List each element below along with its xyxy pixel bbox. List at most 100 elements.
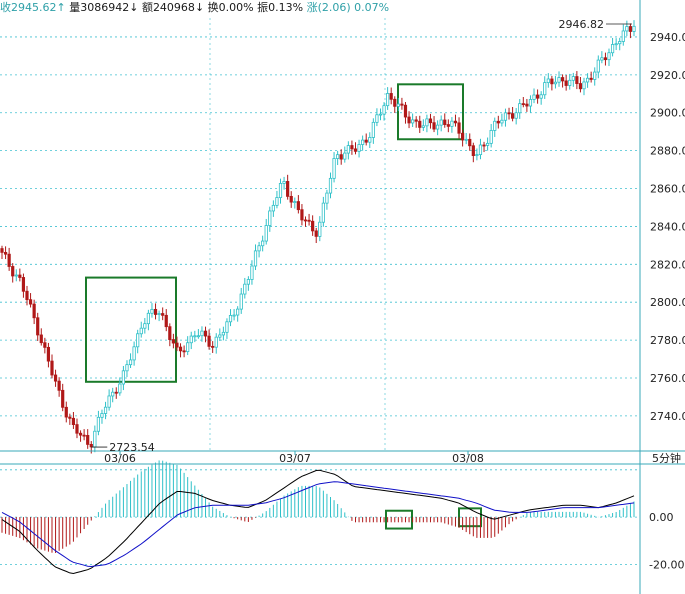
candle-body: [71, 417, 76, 425]
candle-body: [75, 424, 79, 434]
candle-body: [350, 145, 354, 150]
candle-body: [535, 94, 540, 99]
macd-histogram: [1, 460, 635, 553]
candlestick-series: [0, 20, 636, 454]
candle-body: [532, 94, 536, 100]
candle-body: [168, 326, 172, 340]
macd-lines: [1, 469, 635, 575]
candle-body: [436, 124, 440, 130]
candle-body: [21, 277, 26, 292]
candle-body: [39, 334, 43, 344]
candle-body: [7, 253, 11, 267]
turnover-value: 0.00%: [218, 1, 254, 14]
candle-body: [368, 137, 372, 143]
candle-body: [493, 120, 497, 131]
candle-body: [293, 201, 297, 203]
candle-body: [343, 152, 347, 160]
candle-body: [478, 144, 483, 156]
candle-body: [318, 221, 322, 237]
candle-body: [253, 250, 258, 267]
y-tick-label: 2880.0: [650, 145, 685, 158]
candle-body: [111, 391, 115, 397]
candle-body: [221, 331, 225, 336]
candle-body: [257, 245, 261, 252]
candle-body: [432, 122, 436, 130]
candle-body: [132, 346, 136, 361]
candle-body: [471, 145, 475, 156]
candle-body: [468, 138, 472, 147]
y-tick-label: 2740.0: [650, 410, 685, 423]
candle-body: [618, 41, 622, 45]
candle-body: [153, 308, 158, 315]
quote-info-bar: 收2945.62↑ 量3086942↓ 额240968↓ 换0.00% 振0.1…: [0, 0, 640, 16]
candle-body: [514, 112, 518, 119]
candle-body: [239, 293, 243, 310]
x-tick-label: 03/07: [279, 452, 311, 465]
candle-body: [121, 370, 126, 385]
change-label: 涨: [306, 1, 318, 14]
close-label: 收: [0, 1, 11, 14]
candle-body: [96, 416, 101, 432]
candle-body: [553, 81, 558, 85]
candle-body: [53, 374, 58, 382]
candle-body: [443, 119, 447, 125]
candle-body: [150, 308, 154, 314]
candle-body: [186, 342, 190, 352]
candle-body: [311, 220, 315, 232]
down-arrow-icon: ↓: [194, 1, 205, 14]
amount-value: 240968: [152, 1, 195, 14]
candle-body: [546, 78, 550, 84]
candle-body: [500, 119, 504, 124]
candle-body: [286, 181, 290, 197]
candle-body: [614, 43, 618, 46]
candle-body: [11, 266, 15, 277]
candle-body: [585, 77, 590, 83]
candle-body: [571, 76, 575, 81]
candle-body: [371, 121, 375, 138]
candle-body: [125, 364, 129, 372]
candle-body: [303, 219, 308, 222]
candle-body: [539, 94, 543, 99]
volume-label: 量: [69, 1, 81, 14]
highlight-box: [397, 83, 464, 141]
candle-body: [136, 333, 140, 348]
candle-body: [589, 77, 593, 80]
candle-body: [475, 154, 479, 157]
candle-body: [582, 81, 586, 90]
candle-body: [211, 345, 215, 348]
candle-body: [568, 79, 572, 86]
candle-body: [0, 248, 4, 253]
candle-body: [632, 25, 636, 32]
candle-body: [171, 339, 175, 344]
y-tick-label: 2840.0: [650, 220, 685, 233]
candle-body: [103, 406, 108, 414]
up-arrow-icon: ↑: [56, 1, 66, 14]
candle-body: [464, 138, 468, 141]
candle-body: [600, 57, 604, 61]
close-value: 2945.62: [11, 1, 57, 14]
candle-body: [50, 360, 54, 376]
candle-body: [203, 330, 208, 337]
candle-body: [28, 299, 33, 305]
candle-body: [282, 181, 286, 184]
candle-body: [25, 290, 29, 301]
candle-body: [3, 251, 8, 255]
candle-body: [314, 230, 318, 237]
y-tick-label: 2860.0: [650, 183, 685, 196]
candle-body: [243, 283, 247, 295]
candle-body: [275, 197, 279, 206]
candle-body: [43, 342, 47, 348]
candle-body: [364, 139, 368, 143]
candle-body: [264, 225, 268, 242]
candle-body: [400, 103, 404, 106]
candle-body: [268, 210, 272, 226]
candle-body: [339, 154, 343, 160]
candle-body: [32, 303, 36, 319]
change-value: (2.06): [317, 1, 351, 14]
candle-body: [289, 195, 293, 203]
candle-body: [486, 142, 490, 146]
candle-body: [607, 52, 611, 61]
candle-body: [157, 313, 161, 315]
